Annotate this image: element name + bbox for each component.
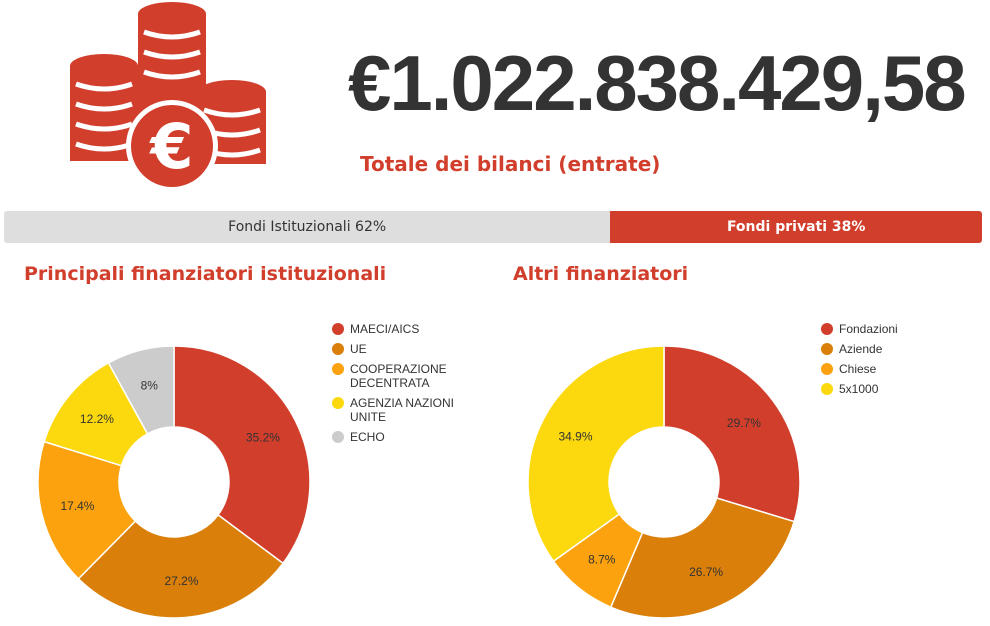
slice-aziende[interactable] [609, 497, 796, 619]
institutional-legend: MAECI/AICS UE COOPERAZIONE DECENTRATA AGENZ… [332, 322, 482, 450]
legend-swatch [332, 343, 344, 355]
legend-swatch [821, 343, 833, 355]
legend-label: Fondazioni [839, 322, 898, 336]
legend-label: AGENZIA NAZIONI UNITE [350, 396, 455, 424]
legend-item[interactable]: Chiese [821, 362, 961, 376]
data-label: 34.9% [558, 430, 592, 444]
total-label: Totale dei bilanci (entrate) [360, 152, 661, 176]
institutional-funds-segment: Fondi Istituzionali 62% [4, 211, 611, 243]
legend-label: 5x1000 [839, 382, 879, 396]
data-label: 27.2% [164, 574, 198, 588]
legend-label: Aziende [839, 342, 883, 356]
legend-swatch [821, 323, 833, 335]
legend-item[interactable]: ECHO [332, 430, 482, 444]
legend-label: COOPERAZIONE DECENTRATA [350, 362, 447, 390]
legend-label: ECHO [350, 430, 385, 444]
legend-item[interactable]: 5x1000 [821, 382, 961, 396]
legend-item[interactable]: MAECI/AICS [332, 322, 482, 336]
data-label: 12.2% [80, 412, 114, 426]
legend-swatch [821, 363, 833, 375]
slice-ue[interactable] [77, 513, 285, 619]
institutional-funders-title: Principali finanziatori istituzionali [24, 263, 387, 285]
legend-item[interactable]: Fondazioni [821, 322, 961, 336]
legend-item[interactable]: COOPERAZIONE DECENTRATA [332, 362, 482, 390]
legend-swatch [332, 363, 344, 375]
data-label: 26.7% [689, 565, 723, 579]
total-amount: €1.022.838.429,58 [348, 39, 967, 127]
data-label: 35.2% [246, 430, 280, 444]
legend-label: UE [350, 342, 367, 356]
legend-swatch [332, 431, 344, 443]
slice-maeci-aics[interactable] [173, 345, 311, 565]
data-label: 8% [141, 379, 159, 393]
legend-item[interactable]: Aziende [821, 342, 961, 356]
legend-label: Chiese [839, 362, 877, 376]
funding-split-bar: Fondi Istituzionali 62% Fondi privati 38… [4, 211, 982, 243]
slice-fondazioni[interactable] [663, 345, 801, 523]
legend-item[interactable]: AGENZIA NAZIONI UNITE [332, 396, 482, 424]
data-label: 17.4% [60, 499, 94, 513]
legend-swatch [332, 323, 344, 335]
donut-charts: 35.2% 27.2% 17.4% 12.2% 8% 29.7% 26.7% 8.7% 34.9… [37, 345, 801, 619]
slice-5x1000[interactable] [527, 345, 665, 563]
others-legend: Fondazioni Aziende Chiese 5x1000 [821, 322, 961, 402]
slice-echo[interactable] [107, 345, 175, 435]
other-funders-title: Altri finanziatori [513, 263, 689, 285]
euro-coins-icon: € [70, 2, 266, 192]
data-label: 8.7% [588, 553, 616, 567]
legend-swatch [821, 383, 833, 395]
legend-swatch [332, 397, 344, 409]
legend-label: MAECI/AICS [350, 322, 420, 336]
slice-cooperazione-decentrata[interactable] [37, 440, 137, 580]
legend-item[interactable]: UE [332, 342, 482, 356]
private-funds-segment: Fondi privati 38% [610, 211, 982, 243]
data-label: 29.7% [727, 416, 761, 430]
svg-text:€: € [148, 110, 193, 183]
